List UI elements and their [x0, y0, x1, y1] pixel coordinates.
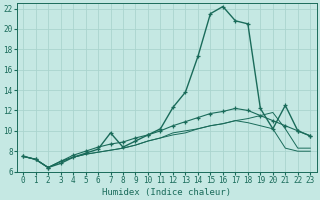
X-axis label: Humidex (Indice chaleur): Humidex (Indice chaleur)	[102, 188, 231, 197]
